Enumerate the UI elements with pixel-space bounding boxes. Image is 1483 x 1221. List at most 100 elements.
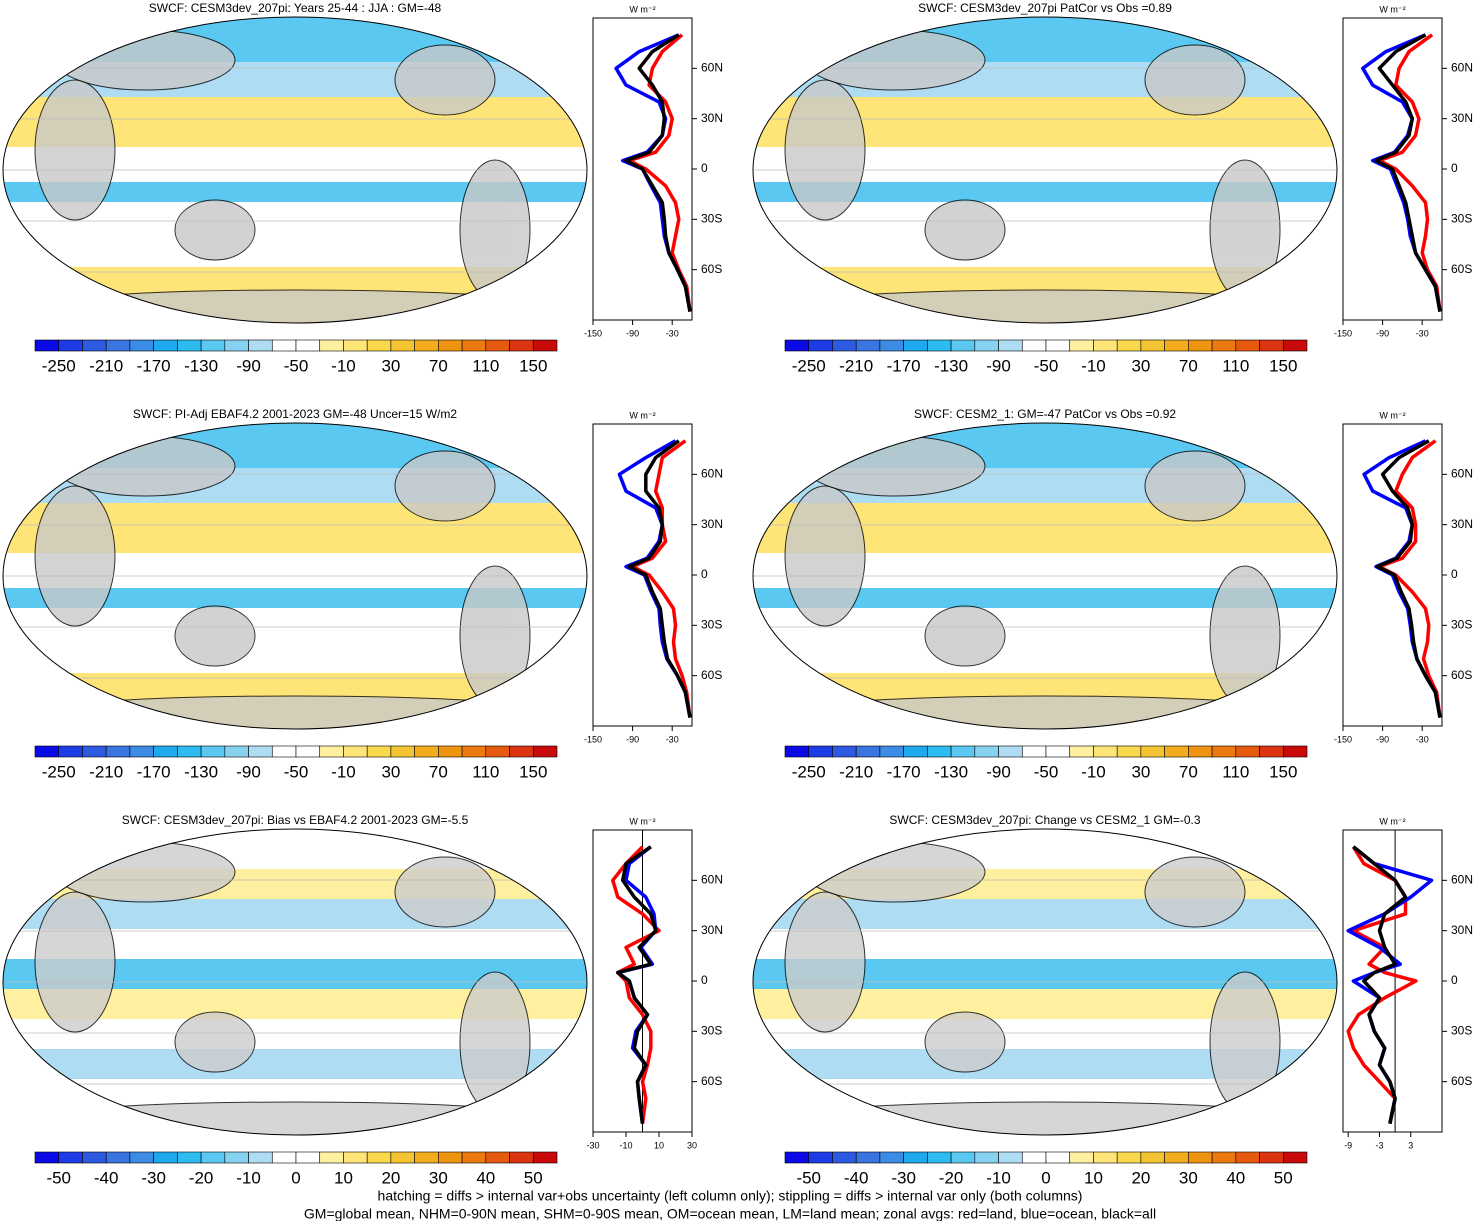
- map-band: [3, 423, 587, 468]
- colorbar-box: [485, 339, 510, 352]
- colorbar-box: [509, 1151, 534, 1164]
- x-tick-label: 3: [1408, 1140, 1413, 1150]
- land: [924, 199, 1006, 261]
- colorbar-box: [855, 745, 881, 758]
- colorbar-box: [1069, 745, 1094, 758]
- colorbar-box: [950, 745, 976, 758]
- colorbar-box: [950, 1151, 976, 1164]
- colorbar-label: -250: [42, 762, 76, 781]
- colorbar-box: [153, 1151, 178, 1164]
- map-band: [753, 653, 1337, 673]
- colorbar-box: [319, 1151, 344, 1164]
- colorbar-box: [34, 1151, 60, 1164]
- colorbar-box: [1093, 745, 1118, 758]
- land: [394, 856, 496, 928]
- colorbar-box: [366, 1151, 392, 1164]
- colorbar-label: -170: [137, 356, 171, 375]
- colorbar-box: [532, 339, 558, 352]
- colorbar-box: [295, 745, 321, 758]
- map-field: [753, 829, 1337, 1135]
- colorbar-label: 70: [429, 762, 448, 781]
- colorbar-box: [950, 339, 976, 352]
- map-field: [3, 829, 587, 1135]
- colorbar-box: [879, 745, 904, 758]
- colorbar-label: 50: [1274, 1168, 1293, 1187]
- x-tick-label: -150: [584, 328, 602, 338]
- colorbar-box: [438, 1151, 463, 1164]
- y-tick-label: 0: [1451, 161, 1458, 175]
- colorbar-label: 110: [472, 762, 499, 781]
- zonal-unit: W m⁻²: [629, 410, 655, 420]
- colorbar-box: [271, 339, 297, 352]
- colorbar-box: [927, 1151, 952, 1164]
- colorbar-label: 150: [519, 356, 547, 375]
- colorbar-label: -10: [331, 356, 356, 375]
- colorbar-box: [34, 339, 60, 352]
- colorbar-box: [1021, 339, 1047, 352]
- colorbar-box: [200, 745, 226, 758]
- map-band: [3, 247, 587, 267]
- colorbar-box: [1211, 339, 1237, 352]
- map-border: [2, 422, 588, 730]
- colorbar-box: [903, 339, 928, 352]
- colorbar-label: 10: [1084, 1168, 1103, 1187]
- colorbar-box: [784, 1151, 810, 1164]
- colorbar-label: -20: [189, 1168, 214, 1187]
- colorbar-label: -40: [844, 1168, 869, 1187]
- colorbar-box: [34, 745, 60, 758]
- colorbar-box: [1259, 339, 1284, 352]
- colorbar-box: [927, 339, 952, 352]
- colorbar-box: [1282, 745, 1308, 758]
- colorbar-box: [224, 339, 249, 352]
- zonal-unit: W m⁻²: [1379, 410, 1405, 420]
- colorbar-box: [438, 745, 463, 758]
- zonal-line: [616, 845, 658, 1124]
- x-tick-label: -30: [666, 328, 679, 338]
- y-tick-label: 60N: [1451, 467, 1473, 481]
- colorbar-label: 30: [381, 762, 400, 781]
- land: [764, 695, 1326, 729]
- y-tick-label: 30N: [1451, 923, 1473, 937]
- colorbar-label: 30: [381, 356, 400, 375]
- y-tick-label: 0: [1451, 567, 1458, 581]
- map-border: [2, 16, 588, 324]
- footer-note: GM=global mean, NHM=0-90N mean, SHM=0-90…: [304, 1206, 1156, 1221]
- colorbar-label: -170: [137, 762, 171, 781]
- y-tick-label: 0: [701, 567, 708, 581]
- colorbar-box: [319, 339, 344, 352]
- map-band: [3, 653, 587, 673]
- land: [1144, 450, 1246, 522]
- y-tick-label: 60N: [1451, 873, 1473, 887]
- x-tick-label: -90: [1376, 328, 1389, 338]
- colorbar-box: [1164, 745, 1189, 758]
- colorbar-box: [1188, 1151, 1213, 1164]
- land: [924, 1011, 1006, 1073]
- land: [14, 289, 576, 323]
- colorbar-box: [879, 1151, 904, 1164]
- colorbar-label: 0: [1041, 1168, 1050, 1187]
- colorbar-box: [532, 745, 558, 758]
- y-tick-label: 60S: [1451, 262, 1472, 276]
- x-tick-label: -30: [1416, 328, 1429, 338]
- colorbar-label: -130: [934, 762, 968, 781]
- colorbar-box: [974, 745, 999, 758]
- land: [784, 79, 866, 221]
- colorbar-label: -130: [934, 356, 968, 375]
- land: [174, 199, 256, 261]
- y-tick-label: 30S: [701, 618, 722, 632]
- colorbar-box: [200, 1151, 226, 1164]
- y-tick-label: 0: [1451, 973, 1458, 987]
- zonal-unit: W m⁻²: [629, 4, 655, 14]
- land: [394, 450, 496, 522]
- x-tick-label: -90: [626, 328, 639, 338]
- colorbar-box: [998, 745, 1023, 758]
- colorbar-box: [1164, 339, 1189, 352]
- y-tick-label: 0: [701, 973, 708, 987]
- colorbar-box: [1069, 1151, 1094, 1164]
- colorbar-label: -250: [792, 762, 826, 781]
- colorbar-box: [461, 745, 487, 758]
- map-field: [753, 423, 1337, 729]
- colorbar-label: 30: [429, 1168, 448, 1187]
- y-tick-label: 30S: [1451, 618, 1472, 632]
- map-field: [753, 17, 1337, 323]
